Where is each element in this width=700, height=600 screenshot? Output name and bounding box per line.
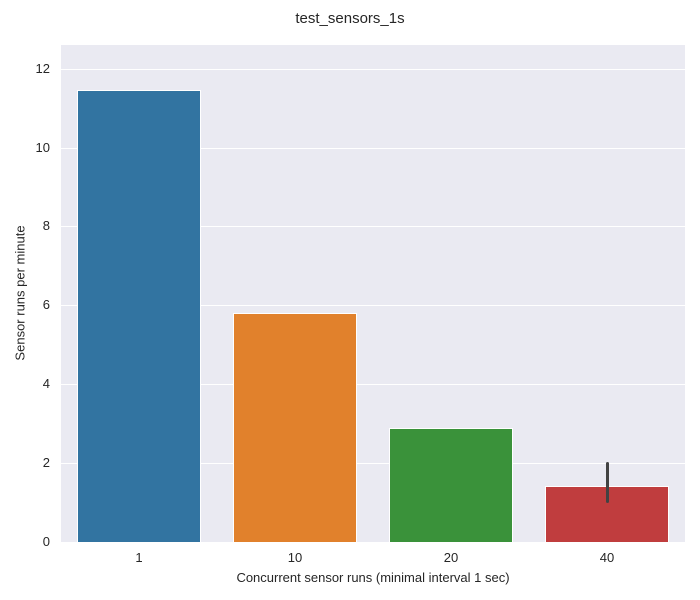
gridline bbox=[61, 384, 685, 385]
plot-area bbox=[61, 45, 685, 542]
gridline bbox=[61, 463, 685, 464]
x-tick-label: 10 bbox=[287, 550, 303, 565]
y-tick-label: 6 bbox=[42, 297, 50, 313]
chart-title: test_sensors_1s bbox=[295, 10, 405, 27]
x-tick-label: 40 bbox=[599, 550, 615, 565]
y-axis-label: Sensor runs per minute bbox=[12, 225, 28, 361]
y-tick-label: 10 bbox=[35, 139, 50, 155]
y-tick-label: 12 bbox=[35, 60, 50, 76]
y-tick-label: 4 bbox=[42, 376, 50, 392]
gridline bbox=[61, 226, 685, 227]
bar-1 bbox=[76, 90, 202, 542]
x-tick-label: 1 bbox=[135, 550, 143, 565]
bar-20 bbox=[388, 427, 514, 542]
gridline bbox=[61, 69, 685, 70]
x-tick-label: 20 bbox=[443, 550, 459, 565]
gridline bbox=[61, 148, 685, 149]
bar-10 bbox=[232, 313, 358, 542]
y-tick-label: 0 bbox=[42, 534, 50, 549]
x-axis-label: Concurrent sensor runs (minimal interval… bbox=[236, 570, 510, 585]
gridline bbox=[61, 305, 685, 306]
error-bar-40 bbox=[605, 461, 609, 503]
y-tick-label: 8 bbox=[42, 218, 50, 234]
bar-40 bbox=[544, 485, 670, 542]
y-tick-label: 2 bbox=[42, 455, 50, 471]
